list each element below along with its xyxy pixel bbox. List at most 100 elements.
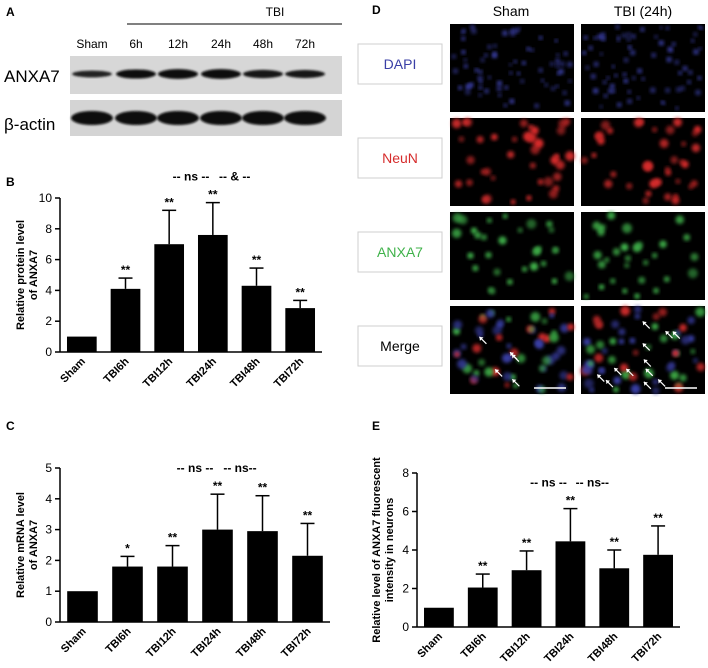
x-tick-label-TBI72h: TBI72h	[279, 625, 314, 660]
cell-dot	[628, 372, 638, 381]
cell-dot	[604, 179, 613, 189]
cell-dot	[519, 119, 528, 128]
bar-TBI12h	[157, 566, 188, 622]
x-tick-label-Sham: Sham	[59, 625, 89, 655]
cell-dot	[651, 323, 659, 331]
x-tick-label-TBI48h: TBI48h	[586, 630, 621, 665]
cell-dot	[568, 79, 572, 83]
y-tick-label: 4	[45, 283, 52, 297]
bar-TBI48h	[599, 568, 630, 627]
significance-TBI6h: *	[125, 541, 130, 555]
actin-band-3	[200, 111, 242, 125]
comparison-label-0: -- ns --	[177, 461, 214, 475]
cell-dot	[484, 88, 490, 94]
cell-dot	[662, 101, 666, 106]
cell-dot	[496, 85, 502, 92]
cell-dot	[567, 323, 575, 331]
cell-dot	[528, 124, 534, 130]
cell-dot	[592, 87, 599, 94]
cell-dot	[487, 44, 492, 50]
actin-band-5	[284, 111, 326, 125]
cell-dot	[634, 305, 642, 314]
x-tick-label-TBI12h: TBI12h	[141, 355, 176, 390]
cell-dot	[609, 278, 616, 284]
cell-dot	[634, 293, 640, 300]
cell-dot	[491, 52, 498, 59]
cell-dot	[675, 215, 685, 225]
cell-dot	[658, 307, 667, 317]
cell-dot	[653, 287, 660, 294]
cell-dot	[616, 102, 622, 108]
cell-dot	[470, 374, 479, 384]
cell-dot	[457, 359, 467, 369]
cell-dot	[530, 311, 541, 322]
y-tick-label: 8	[402, 466, 409, 480]
cell-dot	[643, 161, 653, 172]
cell-dot	[611, 64, 615, 69]
significance-TBI48h: **	[610, 535, 620, 549]
x-tick-label-TBI48h: TBI48h	[234, 625, 269, 660]
cell-dot	[690, 253, 699, 261]
cell-dot	[457, 85, 463, 91]
bar-TBI72h	[292, 555, 323, 622]
cell-dot	[583, 293, 589, 300]
cell-dot	[672, 349, 679, 357]
cell-dot	[669, 370, 680, 380]
cell-dot	[601, 347, 608, 354]
cell-dot	[622, 223, 632, 234]
cell-dot	[592, 221, 601, 230]
cell-dot	[480, 168, 487, 175]
cell-dot	[682, 65, 688, 72]
cell-dot	[690, 348, 696, 354]
cell-dot	[548, 189, 558, 199]
x-tick-label-TBI12h: TBI12h	[498, 630, 533, 665]
comparison-label-0: -- ns --	[530, 476, 567, 490]
y-tick-label: 0	[402, 620, 409, 634]
cell-dot	[631, 34, 636, 39]
cell-dot	[621, 33, 627, 39]
cell-dot	[492, 325, 503, 336]
lane-label-0: Sham	[76, 37, 107, 51]
cell-dot	[506, 278, 513, 285]
lane-label-1: 6h	[129, 37, 142, 51]
cell-dot	[613, 376, 622, 385]
cell-dot	[593, 61, 599, 67]
cell-dot	[492, 43, 497, 48]
significance-TBI6h: **	[121, 263, 131, 277]
significance-TBI24h: **	[213, 479, 223, 493]
cell-dot	[651, 126, 658, 133]
cell-dot	[540, 78, 545, 83]
cell-dot	[614, 73, 618, 78]
cell-dot	[551, 278, 558, 284]
cell-dot	[624, 255, 632, 262]
cell-dot	[478, 85, 483, 90]
cell-dot	[480, 234, 488, 241]
actin-band-0	[71, 111, 113, 125]
anxa7-band-5	[285, 70, 325, 78]
y-axis-label-line2: of ANXA7	[28, 250, 40, 300]
cell-dot	[687, 268, 698, 279]
lane-labels: Sham 6h 12h 24h 48h 72h	[76, 37, 315, 51]
cell-dot	[649, 87, 656, 94]
cell-dot	[659, 334, 668, 343]
cell-dot	[460, 343, 467, 350]
cell-dot	[681, 335, 691, 345]
cell-dot	[461, 49, 466, 55]
cell-dot	[616, 37, 621, 42]
arrow-head	[643, 359, 648, 364]
row-label-NeuN: NeuN	[382, 150, 418, 166]
cell-dot	[609, 83, 615, 89]
cell-dot	[613, 386, 619, 393]
cell-dot	[552, 172, 562, 182]
bar-TBI48h	[241, 285, 272, 352]
cell-dot	[562, 90, 567, 95]
anxa7-band-0	[72, 70, 112, 78]
cell-dot	[464, 89, 471, 95]
cell-dot	[544, 83, 549, 88]
row-label-Merge: Merge	[380, 338, 420, 354]
cell-dot	[467, 252, 474, 259]
significance-TBI24h: **	[208, 188, 218, 202]
cell-dot	[534, 339, 542, 347]
x-tick-label-TBI48h: TBI48h	[228, 355, 263, 390]
cell-dot	[645, 190, 652, 197]
